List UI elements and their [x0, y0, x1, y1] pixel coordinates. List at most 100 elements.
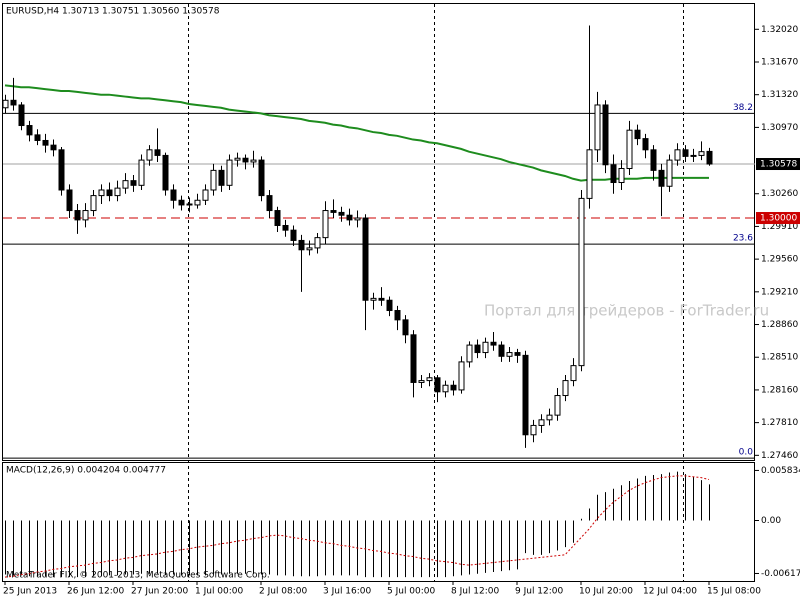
candle-body: [658, 169, 665, 187]
candle-body: [674, 149, 681, 161]
y-tick-label: 1.28860: [761, 320, 798, 330]
candle-body: [338, 211, 345, 216]
candle-body: [330, 210, 337, 213]
candle-body: [610, 164, 617, 184]
x-tick-label: 25 Jun 2013: [3, 587, 57, 597]
candle-body: [82, 210, 89, 221]
y-tick-label: 1.30970: [761, 123, 798, 133]
candle-body: [546, 414, 553, 421]
candle-body: [690, 154, 697, 157]
macd-title: MACD(12,26,9) 0.004204 0.004777: [6, 466, 166, 476]
candle-body: [146, 149, 153, 161]
bid-label-box: [756, 158, 800, 171]
candle-body: [634, 129, 641, 140]
y-tick-label: 1.27810: [761, 418, 798, 428]
candle-body: [258, 159, 265, 197]
candle-body: [594, 104, 601, 151]
candle-body: [50, 144, 57, 151]
candle-body: [410, 334, 417, 383]
candle-body: [698, 151, 705, 156]
candle-body: [218, 169, 225, 186]
candle-body: [626, 129, 633, 170]
candle-body: [314, 237, 321, 249]
candle-body: [538, 419, 545, 426]
x-tick-label: 27 Jun 20:00: [131, 587, 188, 597]
candle-body: [354, 217, 361, 221]
candle-body: [578, 197, 585, 367]
candle-body: [242, 157, 249, 163]
alert-label-box: [756, 212, 800, 225]
candle-body: [138, 159, 145, 186]
candle-body: [466, 344, 473, 363]
main-frame: [2, 3, 755, 461]
x-tick-label: 26 Jun 12:00: [67, 587, 124, 597]
candle-body: [114, 187, 121, 197]
candle-body: [418, 380, 425, 383]
candle-body: [290, 229, 297, 241]
candle-body: [562, 380, 569, 397]
candle-body: [498, 344, 505, 357]
candle-body: [10, 99, 17, 106]
candle-body: [434, 377, 441, 393]
candle-body: [162, 154, 169, 191]
fibo-label: 23.6: [733, 234, 753, 244]
y-tick-label: 1.31320: [761, 90, 798, 100]
candle-body: [130, 180, 137, 186]
candle-body: [570, 365, 577, 382]
candle-body: [458, 361, 465, 391]
candle-body: [482, 341, 489, 354]
candle-body: [34, 134, 41, 141]
chart-title: EURUSD,H4 1.30713 1.30751 1.30560 1.3057…: [6, 7, 220, 17]
x-tick-label: 10 Jul 20:00: [579, 587, 633, 597]
copyright: MetaTrader FIX, © 2001-2013, MetaQuotes …: [6, 571, 270, 581]
candle-body: [522, 354, 529, 436]
x-tick-label: 15 Jul 08:00: [707, 587, 761, 597]
candle-body: [170, 189, 177, 201]
candle-body: [274, 210, 281, 226]
macd-frame: [2, 462, 755, 582]
candle-body: [2, 99, 9, 109]
candle-body: [202, 189, 209, 201]
candle-body: [58, 149, 65, 191]
candle-body: [346, 214, 353, 221]
alert-label: 1.30000: [760, 214, 797, 224]
candle-body: [490, 341, 497, 346]
candle-body: [602, 104, 609, 166]
candle-body: [450, 384, 457, 391]
y-tick-label: 0.005834: [761, 466, 800, 476]
candle-body: [506, 352, 513, 357]
y-tick-label: 1.29210: [761, 287, 798, 297]
candle-body: [122, 180, 129, 189]
candle-body: [90, 195, 97, 212]
x-tick-label: 1 Jul 00:00: [195, 587, 244, 597]
candle-body: [42, 139, 49, 146]
y-tick-label: 1.29560: [761, 255, 798, 265]
candle-body: [178, 199, 185, 206]
candle-body: [322, 210, 329, 239]
fibo-label: 0.0: [739, 448, 754, 458]
candle-body: [370, 297, 377, 301]
x-tick-label: 8 Jul 12:00: [451, 587, 500, 597]
candle-body: [226, 159, 233, 186]
candle-body: [514, 352, 521, 356]
candle-body: [586, 149, 593, 199]
candle-body: [306, 247, 313, 251]
x-tick-label: 5 Jul 00:00: [387, 587, 436, 597]
candle-body: [250, 159, 257, 163]
candle-body: [234, 157, 241, 161]
candle-body: [26, 125, 33, 136]
y-tick-label: 1.31670: [761, 57, 798, 67]
candle-body: [194, 199, 201, 206]
candle-body: [154, 149, 161, 156]
candle-body: [554, 395, 561, 416]
y-tick-label: 1.32020: [761, 25, 798, 35]
y-tick-label: 1.29910: [761, 222, 798, 232]
candle-body: [642, 138, 649, 151]
signal-line: [4, 475, 710, 578]
candle-body: [362, 217, 369, 301]
bid-label: 1.30578: [760, 160, 797, 170]
fibo-label: 38.2: [733, 103, 753, 113]
candle-body: [386, 299, 393, 312]
